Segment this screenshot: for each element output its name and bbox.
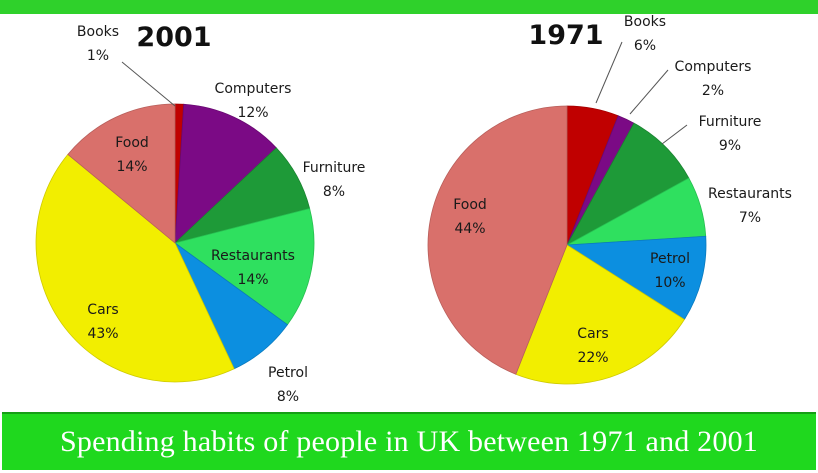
slice-value-furniture: 8% <box>323 184 345 200</box>
slice-value-books: 1% <box>87 48 109 64</box>
slice-value-food: 44% <box>454 221 485 237</box>
slice-furniture <box>565 122 690 247</box>
pie-charts: 2001 Books 1% Computers 12% Furniture 8% Restau… <box>35 14 792 405</box>
slice-value-petrol: 8% <box>277 389 299 405</box>
slice-label-petrol: Petrol <box>268 365 308 381</box>
slice-food <box>427 105 568 375</box>
top-title-strip <box>0 0 818 14</box>
slice-label-computers: Computers <box>675 59 752 75</box>
slice-label-food: Food <box>115 135 149 151</box>
leader-line-books <box>121 61 176 107</box>
slice-label-restaurants: Restaurants <box>211 248 295 264</box>
slice-value-petrol: 10% <box>654 275 685 291</box>
slice-value-books: 6% <box>634 38 656 54</box>
slice-value-restaurants: 14% <box>237 272 268 288</box>
leader-line-books <box>595 41 623 104</box>
slice-label-cars: Cars <box>87 302 118 318</box>
leader-line-furniture <box>661 124 688 145</box>
caption-text: Spending habits of people in UK between … <box>60 425 758 458</box>
pie-1971: 1971 Books 6% Computers 2% Furniture 9% Restaur… <box>427 14 792 385</box>
slice-value-computers: 2% <box>702 83 724 99</box>
slice-label-books: Books <box>77 24 119 40</box>
slice-food <box>67 103 176 244</box>
caption-banner: Spending habits of people in UK between … <box>2 412 816 470</box>
slice-label-restaurants: Restaurants <box>708 186 792 202</box>
chart-title: 1971 <box>528 20 603 51</box>
slice-value-computers: 12% <box>237 105 268 121</box>
slice-computers <box>174 103 277 244</box>
slice-value-cars: 43% <box>87 326 118 342</box>
slice-cars <box>35 153 235 383</box>
chart-title: 2001 <box>136 22 211 53</box>
slice-label-furniture: Furniture <box>303 160 366 176</box>
slice-label-books: Books <box>624 14 666 30</box>
slice-label-furniture: Furniture <box>699 114 762 130</box>
slice-cars <box>515 244 685 385</box>
slice-label-food: Food <box>453 197 487 213</box>
slice-label-cars: Cars <box>577 326 608 342</box>
slice-label-petrol: Petrol <box>650 251 690 267</box>
pie-2001: 2001 Books 1% Computers 12% Furniture 8% Restau… <box>35 22 366 405</box>
slice-petrol <box>565 235 707 321</box>
slice-label-computers: Computers <box>215 81 292 97</box>
slice-value-furniture: 9% <box>719 138 741 154</box>
leader-line-computers <box>629 69 669 115</box>
slice-restaurants <box>174 207 315 326</box>
slice-value-restaurants: 7% <box>739 210 761 226</box>
slice-value-cars: 22% <box>577 350 608 366</box>
slice-value-food: 14% <box>116 159 147 175</box>
